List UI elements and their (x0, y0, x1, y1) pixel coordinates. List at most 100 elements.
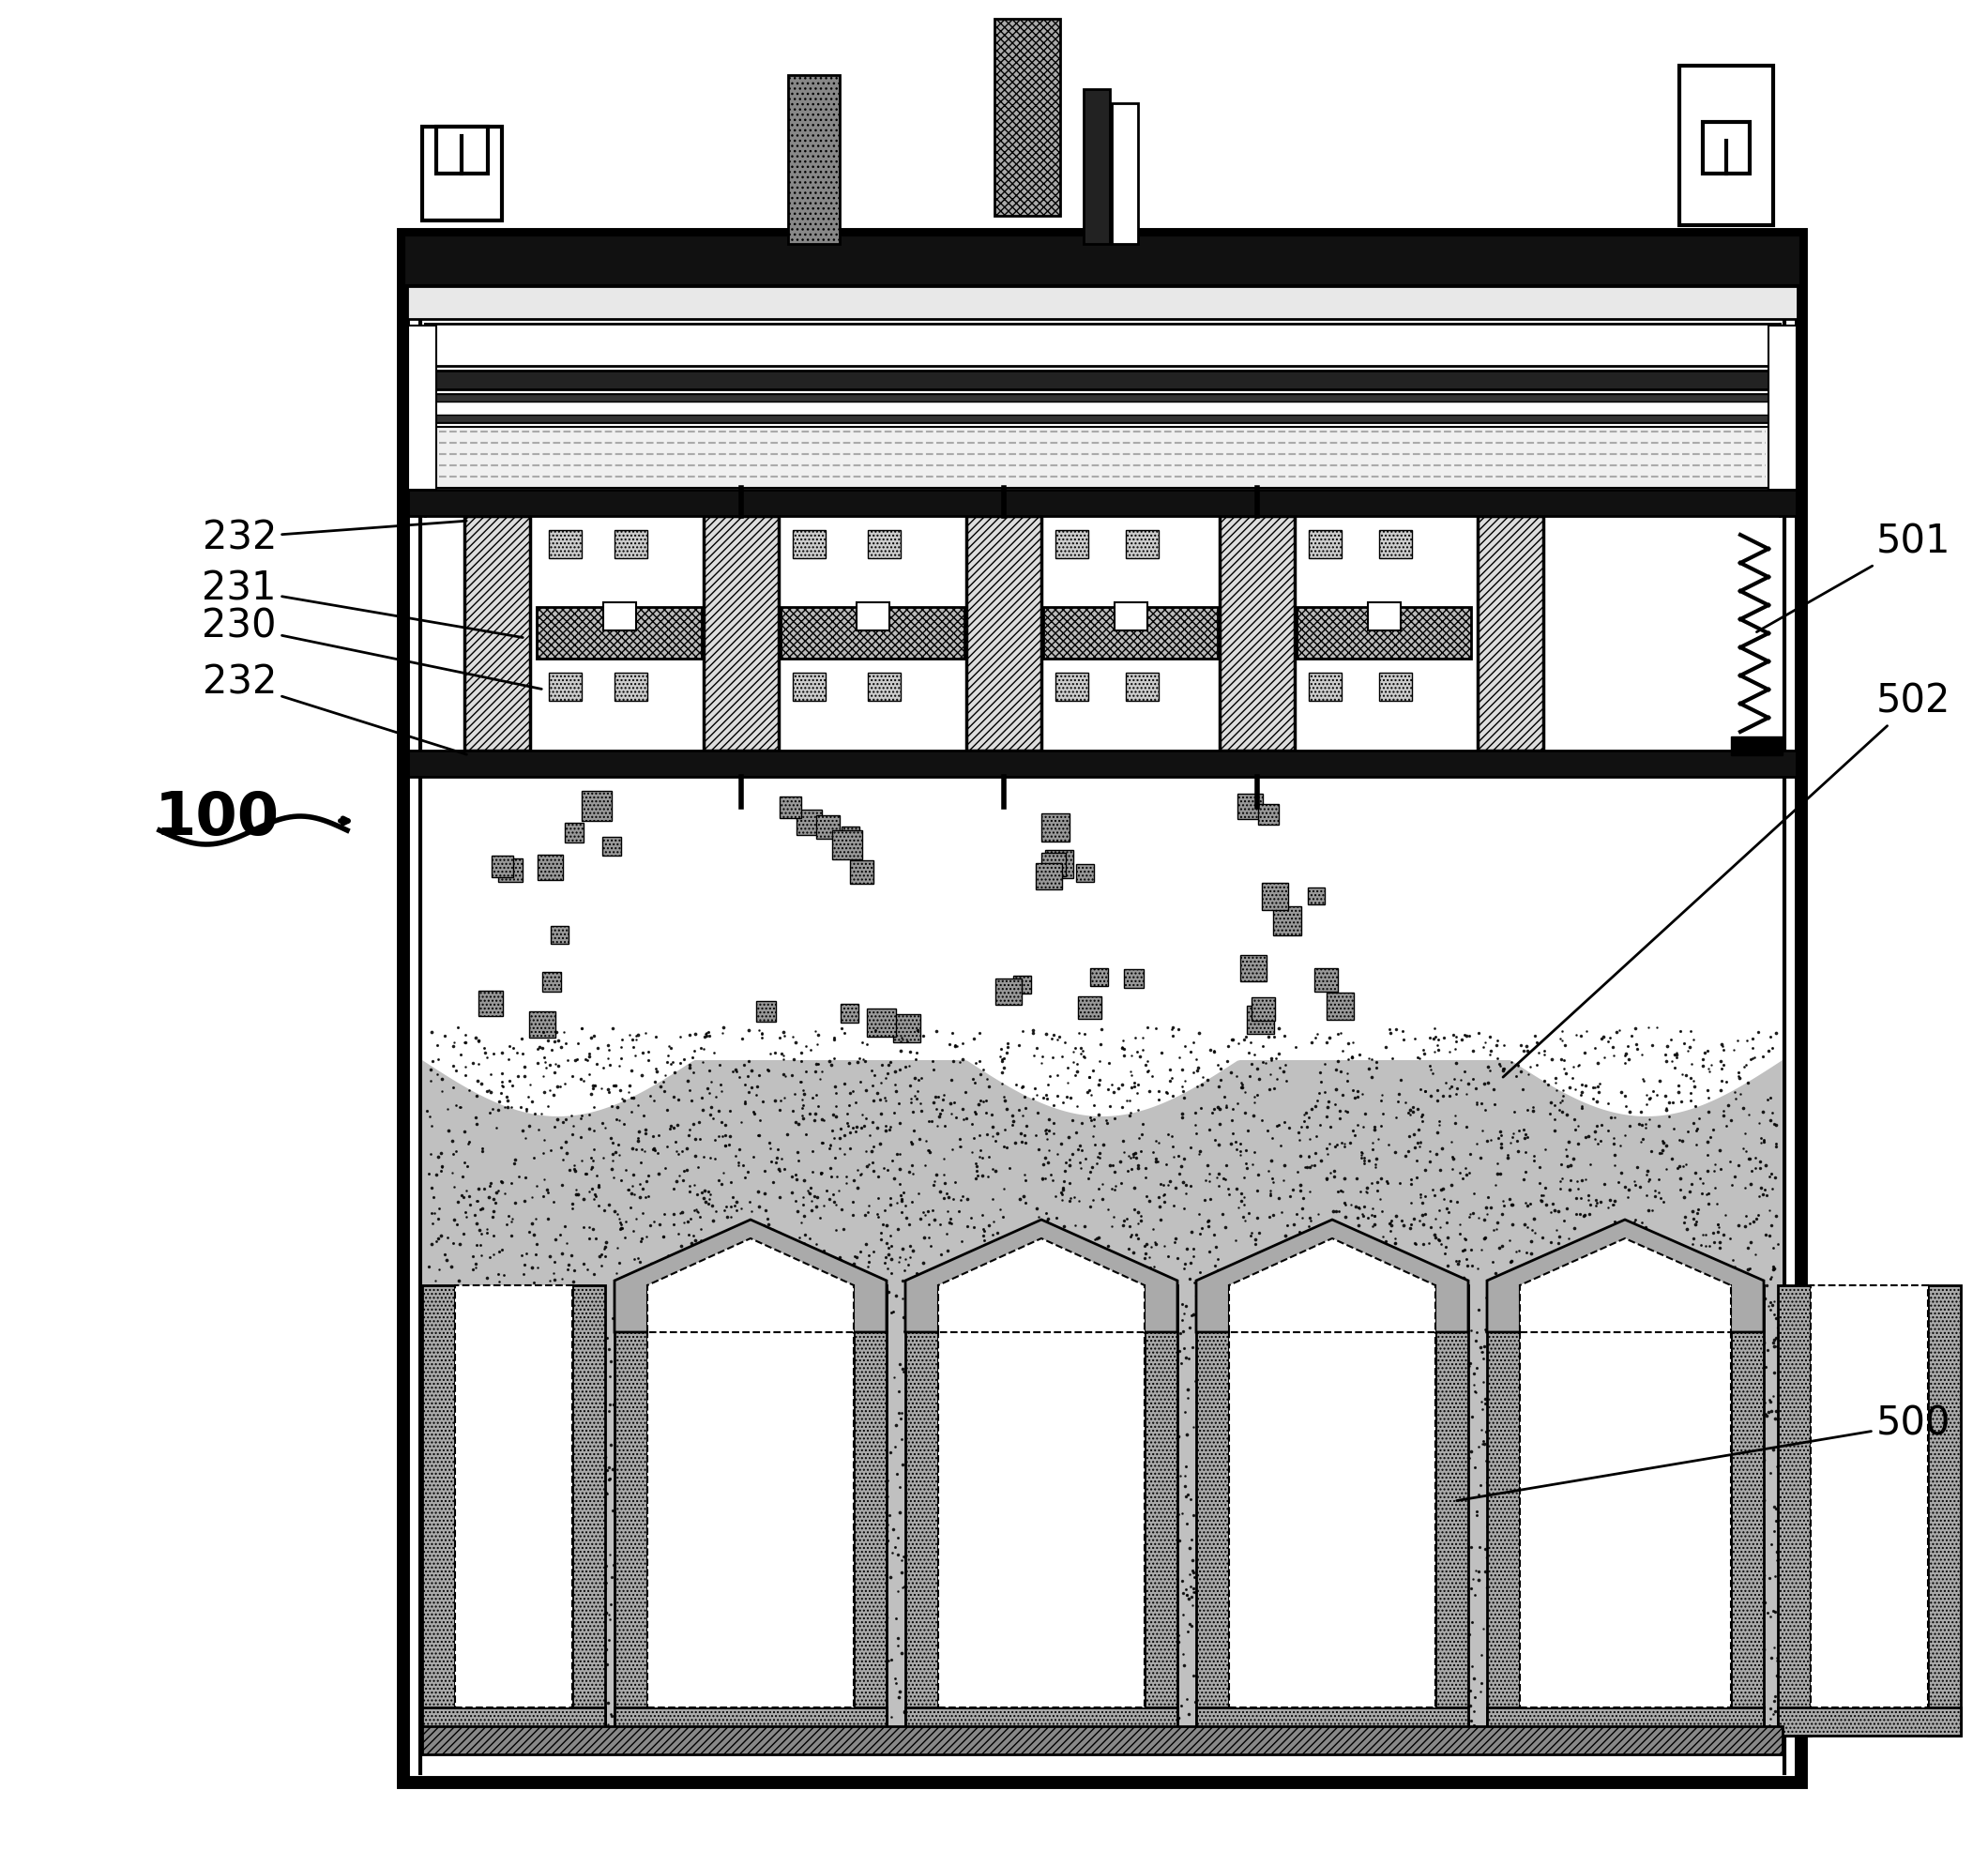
Text: 232: 232 (203, 663, 467, 755)
Bar (614, 1707, 887, 1736)
Bar (1014, 975, 1032, 994)
Bar (1477, 516, 1543, 750)
Bar (1076, 864, 1093, 883)
Bar (1219, 516, 1294, 750)
Bar (408, 287, 1797, 318)
Bar (869, 529, 901, 559)
Bar (1056, 672, 1087, 702)
Bar (841, 827, 859, 844)
Bar (1125, 672, 1159, 702)
Bar (551, 926, 569, 944)
Bar (1308, 672, 1342, 702)
Bar (1680, 65, 1773, 226)
Bar (833, 829, 863, 859)
Bar (425, 324, 1779, 366)
Bar (1197, 1707, 1469, 1736)
Bar (582, 790, 612, 820)
Bar (602, 602, 636, 631)
Bar (996, 979, 1022, 1005)
Bar (893, 1014, 920, 1042)
Bar (905, 1285, 938, 1736)
Bar (1732, 1285, 1763, 1736)
Bar (1777, 1707, 1960, 1736)
Bar (425, 370, 1779, 389)
Text: 501: 501 (1757, 522, 1950, 631)
Bar (435, 126, 487, 174)
Bar (841, 1003, 859, 1022)
Bar (793, 529, 825, 559)
Bar (755, 1001, 775, 1022)
Text: 500: 500 (1457, 1405, 1950, 1501)
Bar (1115, 602, 1147, 631)
Bar (994, 19, 1060, 217)
Bar (404, 235, 1801, 1783)
Bar (408, 326, 435, 491)
Bar (853, 1285, 887, 1736)
Bar (1046, 850, 1074, 877)
Text: 232: 232 (203, 518, 467, 557)
Bar (1704, 122, 1749, 174)
Bar (1044, 607, 1219, 659)
Bar (1487, 1707, 1763, 1736)
Bar (421, 1707, 604, 1736)
Bar (1250, 998, 1274, 1022)
Bar (648, 1285, 853, 1707)
Bar (491, 855, 513, 877)
Bar (421, 126, 501, 220)
Bar (781, 607, 964, 659)
Bar (787, 76, 839, 244)
Bar (1326, 992, 1354, 1020)
Bar (905, 1707, 1177, 1736)
Bar (539, 855, 563, 879)
Bar (1083, 89, 1109, 244)
Polygon shape (938, 1238, 1145, 1333)
Bar (797, 809, 823, 835)
Bar (455, 1285, 573, 1707)
Bar (867, 1009, 895, 1037)
Bar (1111, 104, 1137, 244)
Bar (429, 428, 1775, 489)
Bar (1521, 1285, 1732, 1707)
Bar (1928, 1285, 1960, 1736)
Polygon shape (905, 1220, 1177, 1333)
Bar (408, 750, 1797, 777)
Bar (793, 672, 825, 702)
Bar (779, 798, 801, 818)
Bar (817, 814, 841, 839)
Bar (1258, 805, 1278, 826)
Bar (1368, 602, 1402, 631)
Polygon shape (421, 1061, 1783, 1755)
Bar (1308, 529, 1342, 559)
Bar (543, 972, 561, 992)
Polygon shape (1197, 1220, 1469, 1333)
Bar (1239, 794, 1262, 818)
Bar (851, 861, 873, 883)
Bar (602, 837, 620, 855)
Bar (429, 394, 1775, 422)
Bar (1380, 529, 1411, 559)
Text: 231: 231 (203, 570, 523, 637)
Polygon shape (614, 1220, 887, 1333)
Bar (429, 415, 1775, 422)
Text: 100: 100 (155, 789, 280, 848)
Bar (869, 672, 901, 702)
Bar (1296, 607, 1471, 659)
Bar (573, 1285, 604, 1736)
Bar (429, 394, 1775, 402)
Polygon shape (648, 1238, 853, 1333)
Bar (1125, 529, 1159, 559)
Bar (421, 1285, 455, 1736)
Bar (1036, 863, 1062, 890)
Bar (565, 824, 584, 842)
Bar (408, 491, 1797, 516)
Bar (537, 607, 702, 659)
Bar (1308, 887, 1326, 905)
Bar (479, 990, 503, 1016)
Bar (1229, 1285, 1435, 1707)
Bar (857, 602, 889, 631)
Bar (1145, 1285, 1177, 1736)
Bar (421, 1727, 1783, 1755)
Bar (529, 1011, 555, 1037)
Bar (1380, 672, 1411, 702)
Bar (1246, 1005, 1274, 1033)
